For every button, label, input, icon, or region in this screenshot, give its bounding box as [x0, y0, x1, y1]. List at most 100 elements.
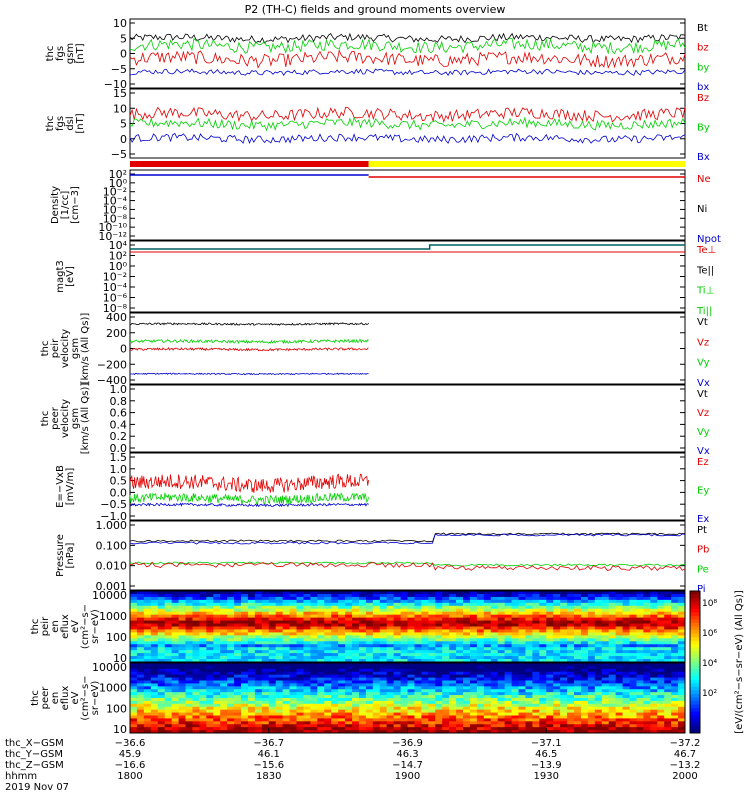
- heatmap-cell: [206, 605, 214, 610]
- heatmap-cell: [282, 698, 291, 702]
- heatmap-cell: [227, 727, 235, 731]
- heatmap-cell: [574, 638, 582, 642]
- heatmap-cell: [150, 650, 159, 654]
- heatmap-cell: [442, 698, 450, 702]
- heatmap-cell: [483, 596, 492, 601]
- y-axis-label: [cm−3]: [70, 186, 81, 224]
- heatmap-cell: [192, 656, 200, 660]
- heatmap-cell: [379, 663, 388, 667]
- heatmap-cell: [220, 599, 228, 604]
- heatmap-cell: [268, 608, 277, 613]
- heatmap-cell: [157, 698, 166, 702]
- heatmap-cell: [206, 686, 214, 690]
- heatmap-cell: [428, 674, 436, 679]
- heatmap-cell: [261, 614, 270, 619]
- heatmap-cell: [449, 715, 457, 719]
- heatmap-cell: [490, 663, 499, 667]
- heatmap-cell: [435, 591, 443, 595]
- heatmap-cell: [456, 599, 464, 604]
- heatmap-cell: [664, 703, 672, 708]
- heatmap-cell: [608, 712, 617, 716]
- heatmap-cell: [220, 700, 228, 705]
- heatmap-cell: [463, 629, 471, 633]
- heatmap-cell: [352, 611, 360, 616]
- heatmap-cell: [241, 709, 249, 714]
- heatmap-cell: [268, 683, 277, 687]
- heatmap-cell: [358, 674, 367, 679]
- heatmap-cell: [608, 638, 617, 642]
- heatmap-cell: [345, 608, 353, 613]
- heatmap-cell: [463, 683, 471, 687]
- heatmap-cell: [268, 700, 277, 705]
- heatmap-cell: [338, 680, 346, 684]
- heatmap-cell: [164, 718, 173, 722]
- heatmap-cell: [587, 638, 596, 642]
- colorbar-swatch: [690, 693, 700, 698]
- heatmap-cell: [678, 715, 686, 719]
- heatmap-cell: [303, 680, 311, 684]
- heatmap-cell: [567, 656, 575, 660]
- heatmap-cell: [574, 718, 582, 722]
- heatmap-cell: [442, 709, 450, 714]
- heatmap-cell: [289, 596, 297, 601]
- heatmap-cell: [456, 689, 464, 693]
- heatmap-cell: [241, 663, 249, 667]
- heatmap-cell: [296, 599, 304, 604]
- x-axis-labels: thc_X−GSM −36.6 −36.7 −36.9 −37.1 −37.2thc_Y−…: [5, 728, 700, 793]
- heatmap-cell: [365, 674, 374, 679]
- heatmap-cell: [469, 709, 478, 714]
- heatmap-cell: [372, 686, 381, 690]
- y-axis-label: thc: [40, 341, 51, 357]
- fgs-frame: [129, 18, 686, 89]
- heatmap-cell: [247, 724, 256, 728]
- heatmap-cell: [636, 692, 644, 696]
- heatmap-cell: [601, 709, 610, 714]
- heatmap-cell: [560, 695, 568, 699]
- heatmap-cell: [622, 608, 630, 613]
- heatmap-cell: [608, 663, 617, 667]
- heatmap-cell: [241, 596, 249, 601]
- heatmap-cell: [594, 605, 603, 610]
- heatmap-cell: [469, 593, 478, 598]
- heatmap-cell: [345, 695, 353, 699]
- heatmap-cell: [442, 718, 450, 722]
- heatmap-cell: [206, 629, 214, 633]
- heatmap-cell: [150, 635, 159, 639]
- heatmap-cell: [310, 647, 318, 651]
- heatmap-cell: [345, 591, 353, 595]
- heatmap-cell: [678, 695, 686, 699]
- heatmap-cell: [567, 605, 575, 610]
- heatmap-cell: [504, 611, 513, 616]
- heatmap-cell: [268, 632, 277, 636]
- heatmap-cell: [456, 638, 464, 642]
- y-tick-label: 10: [113, 723, 127, 736]
- heatmap-cell: [525, 596, 533, 601]
- heatmap-cell: [594, 698, 603, 702]
- heatmap-cell: [608, 617, 617, 622]
- heatmap-cell: [331, 689, 339, 693]
- heatmap-cell: [671, 680, 679, 684]
- heatmap-cell: [352, 665, 360, 670]
- heatmap-cell: [136, 605, 145, 610]
- heatmap-cell: [518, 700, 526, 705]
- y-axis-label: velocity: [60, 399, 71, 438]
- heatmap-cell: [560, 647, 568, 651]
- heatmap-cell: [338, 596, 346, 601]
- heatmap-cell: [553, 709, 561, 714]
- heatmap-cell: [275, 605, 284, 610]
- heatmap-cell: [601, 608, 610, 613]
- heatmap-cell: [241, 686, 249, 690]
- heatmap-cell: [629, 617, 637, 622]
- series-line-Ez: [129, 473, 369, 493]
- heatmap-cell: [268, 602, 277, 607]
- heatmap-cell: [636, 593, 644, 598]
- heatmap-cell: [504, 715, 513, 719]
- heatmap-cell: [178, 641, 186, 645]
- heatmap-cell: [220, 698, 228, 702]
- heatmap-cell: [310, 593, 318, 598]
- heatmap-cell: [574, 596, 582, 601]
- heatmap-cell: [352, 602, 360, 607]
- heatmap-cell: [185, 650, 193, 654]
- heatmap-cell: [469, 659, 478, 663]
- heatmap-cell: [338, 668, 346, 673]
